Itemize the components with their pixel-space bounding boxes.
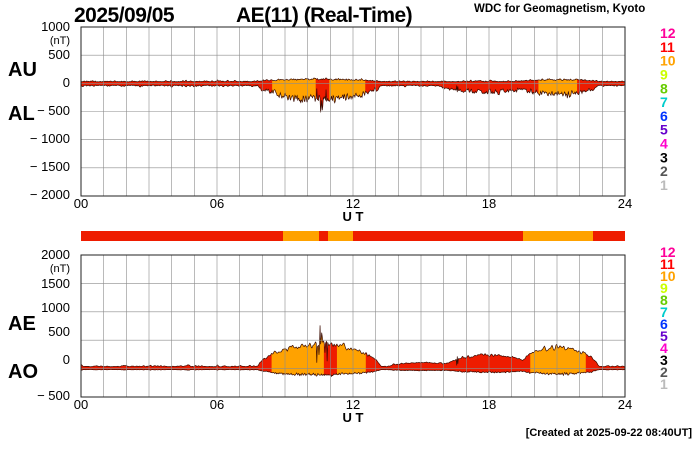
svg-text:18: 18 [482,196,496,211]
svg-text:− 1000: − 1000 [30,131,70,146]
svg-text:(nT): (nT) [50,35,70,47]
svg-text:AE: AE [8,313,36,335]
svg-text:AO: AO [8,361,38,383]
svg-text:00: 00 [74,196,88,211]
svg-text:1000: 1000 [41,19,70,34]
svg-text:24: 24 [618,196,632,211]
svg-text:0: 0 [63,352,70,367]
svg-text:AL: AL [8,103,35,125]
svg-text:500: 500 [48,47,70,62]
svg-text:WDC for Geomagnetism, Kyoto: WDC for Geomagnetism, Kyoto [474,3,645,15]
svg-text:− 500: − 500 [37,388,70,403]
svg-text:24: 24 [618,397,632,412]
svg-text:1500: 1500 [41,276,70,291]
svg-text:1000: 1000 [41,300,70,315]
svg-text:06: 06 [210,397,224,412]
svg-text:[Created at 2025-09-22 08:40UT: [Created at 2025-09-22 08:40UT] [526,427,693,439]
svg-text:2000: 2000 [41,247,70,262]
svg-text:1: 1 [660,376,668,392]
svg-text:18: 18 [482,397,496,412]
svg-text:0: 0 [63,75,70,90]
svg-text:AU: AU [8,59,37,81]
svg-text:AE(11) (Real-Time): AE(11) (Real-Time) [236,4,412,27]
svg-text:− 2000: − 2000 [30,187,70,202]
svg-text:− 1500: − 1500 [30,159,70,174]
svg-text:1: 1 [660,177,668,193]
svg-text:− 500: − 500 [37,103,70,118]
svg-text:06: 06 [210,196,224,211]
svg-text:2025/09/05: 2025/09/05 [74,4,175,27]
svg-text:500: 500 [48,324,70,339]
svg-text:00: 00 [74,397,88,412]
svg-text:U T: U T [343,410,364,425]
svg-text:(nT): (nT) [50,263,70,275]
svg-text:U T: U T [343,209,364,224]
